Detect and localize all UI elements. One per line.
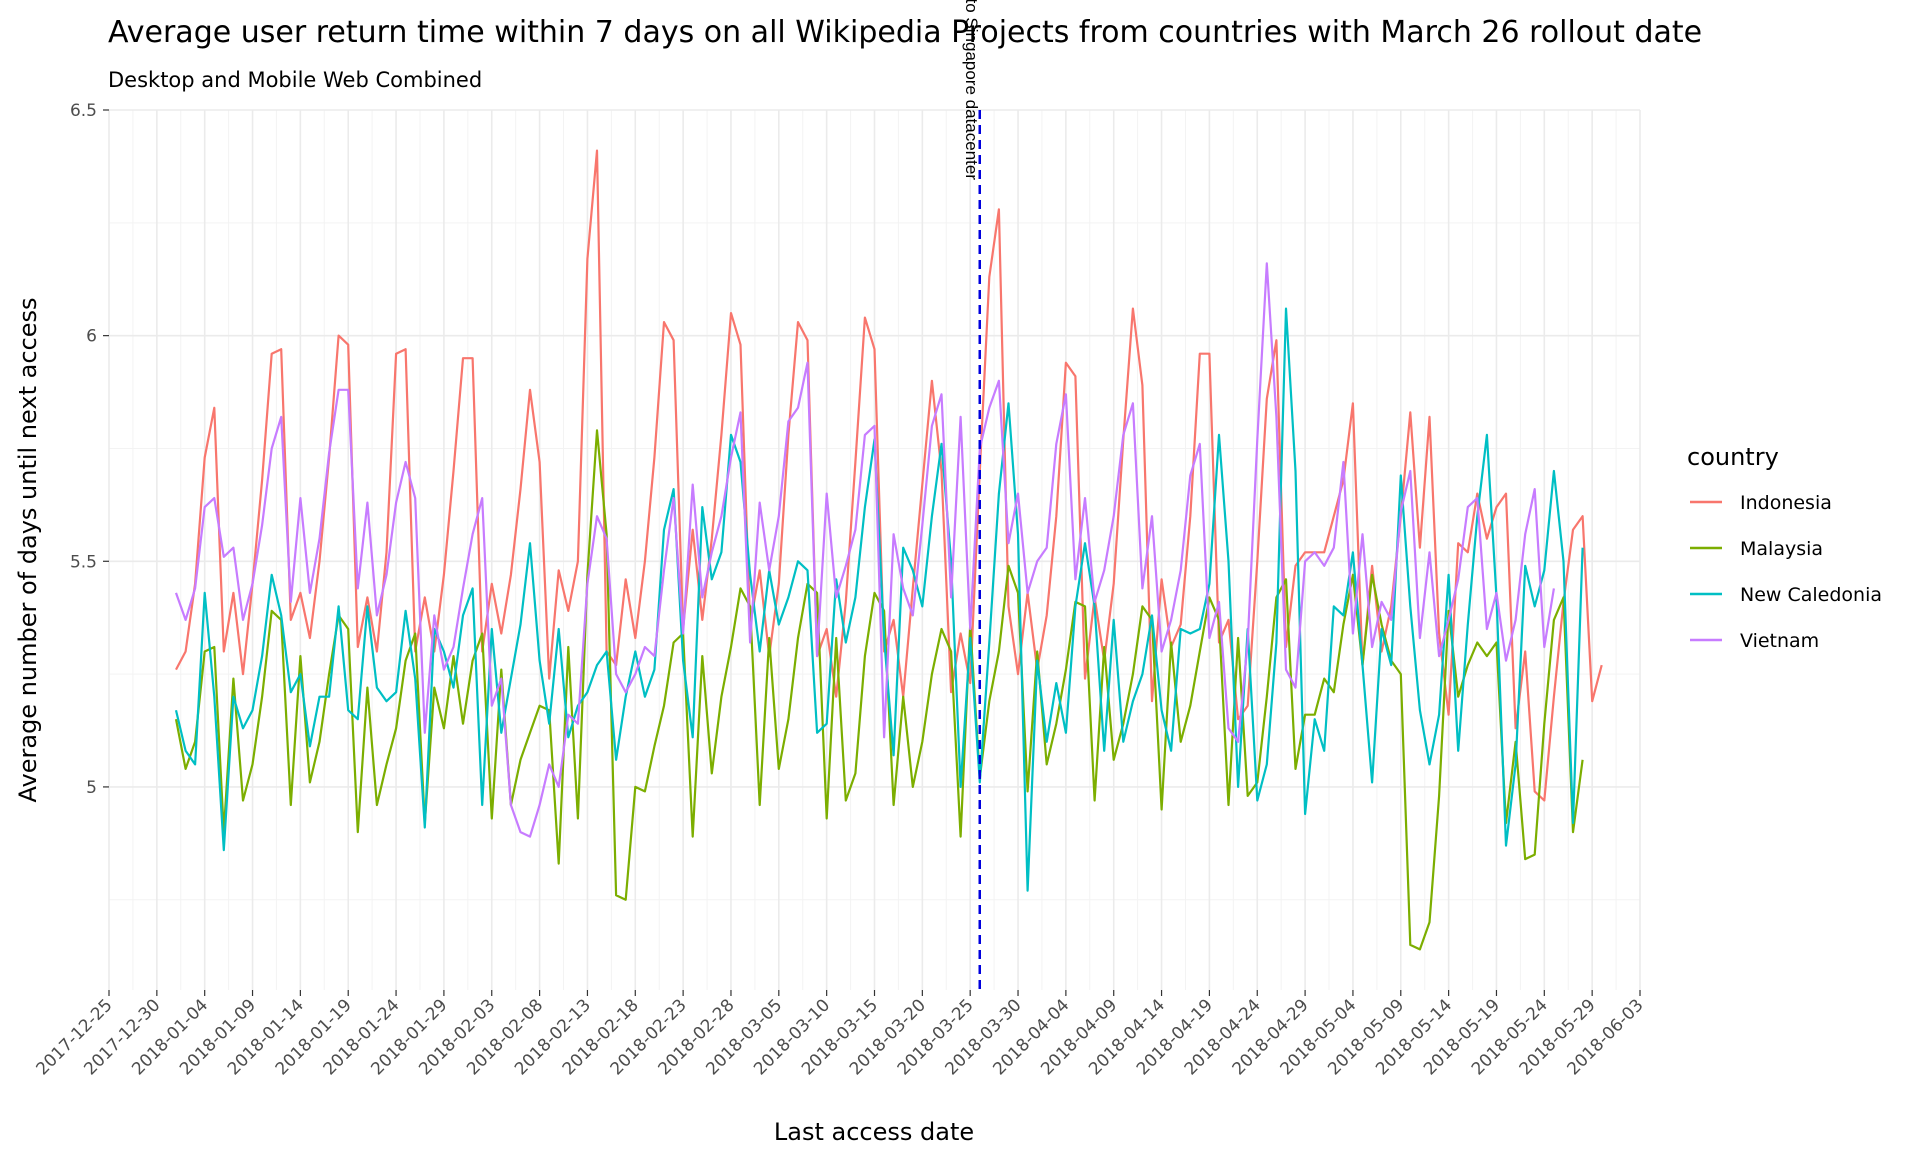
y-tick-label: 6.5 xyxy=(70,101,97,121)
legend-label: Vietnam xyxy=(1740,630,1819,652)
y-axis: 5 5.5 6 6.5 xyxy=(70,101,109,798)
grid-major xyxy=(108,109,1641,990)
annotation-label: switch to Singapore datacenter xyxy=(962,0,981,180)
series-layer xyxy=(174,149,1603,951)
y-axis-title: Average number of days until next access xyxy=(14,298,42,803)
legend-label: Indonesia xyxy=(1740,492,1832,514)
x-axis: 2017-12-252017-12-302018-01-042018-01-09… xyxy=(33,990,1648,1079)
legend-label: New Caledonia xyxy=(1740,584,1882,606)
legend-title: country xyxy=(1687,443,1779,471)
series-line-vietnam xyxy=(174,262,1555,838)
legend: country Indonesia Malaysia New Caledonia Vi… xyxy=(1687,443,1882,652)
legend-label: Malaysia xyxy=(1740,538,1823,560)
series-line-new-caledonia xyxy=(174,307,1584,892)
y-tick-label: 5.5 xyxy=(70,552,97,572)
y-tick-label: 6 xyxy=(86,327,97,347)
y-tick-label: 5 xyxy=(86,778,97,798)
x-axis-title: Last access date xyxy=(774,1118,974,1146)
grid-minor xyxy=(109,110,1640,990)
chart-subtitle: Desktop and Mobile Web Combined xyxy=(108,68,482,92)
chart-title: Average user return time within 7 days o… xyxy=(108,15,1702,50)
